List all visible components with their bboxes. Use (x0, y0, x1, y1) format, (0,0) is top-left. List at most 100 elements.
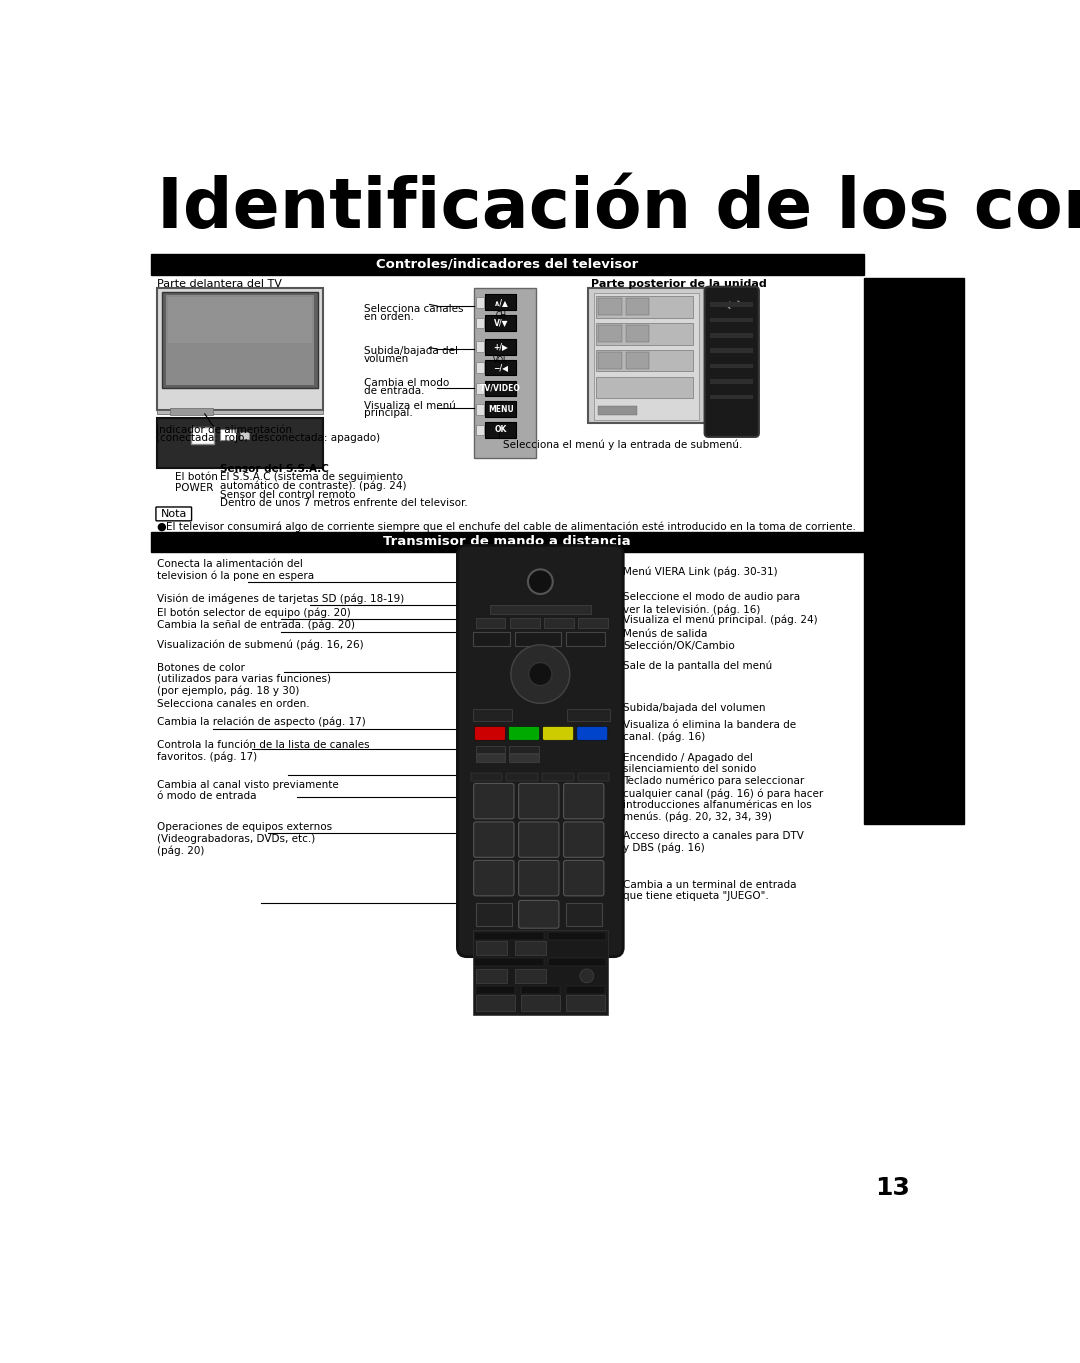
Bar (476, 297, 484, 308)
Text: 0: 0 (532, 905, 545, 924)
Bar (521, 985, 559, 994)
Text: Sensor del control remoto: Sensor del control remoto (220, 491, 355, 500)
Bar (589, 289, 704, 423)
Text: Acceso directo a canales para DTV
y DBS (pág. 16): Acceso directo a canales para DTV y DBS … (623, 831, 805, 853)
FancyBboxPatch shape (474, 784, 514, 819)
Text: −: − (577, 905, 591, 923)
Bar (596, 376, 693, 398)
Bar (566, 985, 605, 994)
Text: V/▼: V/▼ (494, 319, 508, 327)
Circle shape (529, 662, 552, 686)
Text: 5: 5 (532, 830, 545, 849)
Text: ●: ● (869, 594, 879, 605)
Text: 13: 13 (875, 1176, 910, 1199)
Text: Identificación de los controles: Identificación de los controles (157, 174, 1080, 243)
Text: de entrada.: de entrada. (364, 386, 424, 397)
FancyBboxPatch shape (518, 784, 559, 819)
Bar (566, 995, 605, 1010)
Text: +: + (521, 744, 528, 755)
Text: 7: 7 (487, 868, 500, 887)
Text: RETURN: RETURN (576, 713, 602, 717)
Text: DISC: DISC (552, 620, 566, 626)
Bar (485, 380, 516, 397)
Bar (476, 318, 484, 328)
Circle shape (528, 570, 553, 594)
Bar (710, 333, 753, 338)
Bar (476, 746, 505, 754)
FancyBboxPatch shape (564, 860, 604, 895)
Text: Seleccione el modo de audio para
ver la televisión. (pág. 16): Seleccione el modo de audio para ver la … (623, 593, 800, 615)
Text: SAP: SAP (549, 594, 561, 600)
Text: principal.: principal. (364, 409, 413, 418)
Bar (598, 326, 622, 342)
Bar (474, 289, 537, 458)
Text: LINK: LINK (534, 607, 548, 612)
Text: El S.S.A.C (sistema de seguimiento: El S.S.A.C (sistema de seguimiento (220, 473, 403, 483)
Text: Botones de color
(utilizados para varias funciones)
(por ejemplo, pág. 18 y 30): Botones de color (utilizados para varias… (157, 662, 330, 696)
Text: ←SKIP→: ←SKIP→ (499, 934, 519, 938)
Bar (485, 423, 516, 438)
Bar (157, 417, 323, 468)
Text: MUTE: MUTE (586, 774, 600, 780)
Bar (598, 352, 622, 369)
Bar (150, 532, 864, 552)
Bar (476, 403, 484, 414)
Circle shape (580, 969, 594, 983)
Text: Menús de salida: Menús de salida (623, 630, 707, 639)
Text: ←SEARCH→: ←SEARCH→ (494, 960, 525, 965)
Bar (510, 617, 540, 628)
FancyBboxPatch shape (509, 726, 540, 740)
Text: Parte posterior de la unidad: Parte posterior de la unidad (591, 279, 767, 289)
FancyBboxPatch shape (564, 822, 604, 857)
Text: volumen: volumen (364, 354, 409, 364)
Text: TV: TV (535, 932, 545, 940)
Text: ●: ● (582, 970, 591, 981)
Text: Visualización de submenú (pág. 16, 26): Visualización de submenú (pág. 16, 26) (157, 639, 363, 650)
Bar (598, 298, 622, 315)
Text: (conectada:  rojo, desconectada: apagado): (conectada: rojo, desconectada: apagado) (156, 433, 380, 443)
Text: VOL  −: VOL − (512, 755, 536, 761)
Bar (510, 754, 539, 762)
Text: Encendido / Apagado del
silenciamiento del sonido
Teclado numérico para seleccio: Encendido / Apagado del silenciamiento d… (623, 752, 824, 822)
Bar (485, 402, 516, 417)
Text: |◀◀: |◀◀ (484, 943, 499, 953)
Text: VCR: VCR (518, 620, 531, 626)
Bar (521, 995, 559, 1010)
Text: Parte delantera del TV: Parte delantera del TV (157, 279, 282, 289)
Bar (864, 278, 964, 825)
Bar (625, 326, 649, 342)
Text: GAME: GAME (580, 934, 594, 938)
Text: 9: 9 (577, 868, 591, 887)
Text: Menú VIERA Link (pág. 30-31): Menú VIERA Link (pág. 30-31) (623, 566, 778, 577)
FancyBboxPatch shape (577, 726, 608, 740)
FancyBboxPatch shape (458, 545, 623, 957)
Bar (507, 773, 538, 781)
Text: POWER: POWER (529, 575, 552, 579)
Bar (476, 425, 484, 435)
Text: VOL: VOL (494, 356, 509, 365)
Bar (596, 350, 693, 372)
Text: Sensor del S.S.A.C: Sensor del S.S.A.C (220, 463, 329, 474)
Bar (515, 969, 545, 983)
Text: 8: 8 (532, 868, 545, 887)
Bar (476, 383, 484, 394)
Text: Indicador de alimentación: Indicador de alimentación (156, 425, 292, 435)
Bar (485, 339, 516, 354)
Bar (162, 292, 318, 388)
Bar (191, 427, 214, 444)
Text: −/◀: −/◀ (494, 363, 509, 372)
Bar (598, 406, 637, 416)
Text: ◀◀: ◀◀ (486, 972, 498, 980)
Text: ▲: ▲ (537, 650, 543, 660)
Text: INFO: INFO (552, 774, 564, 780)
FancyBboxPatch shape (474, 822, 514, 857)
Bar (170, 409, 213, 414)
Text: OK: OK (535, 669, 546, 679)
Text: CH  ∨: CH ∨ (481, 755, 500, 761)
Bar (510, 746, 539, 754)
Text: TV
VIDEO: TV VIDEO (483, 634, 500, 645)
Text: Operaciones de equipos externos
(Videograbadoras, DVDs, etc.)
(pág. 20): Operaciones de equipos externos (Videogr… (157, 822, 332, 856)
Text: MENU: MENU (488, 405, 514, 414)
Bar (567, 709, 610, 721)
Text: Selecciona canales en orden.: Selecciona canales en orden. (157, 699, 309, 709)
